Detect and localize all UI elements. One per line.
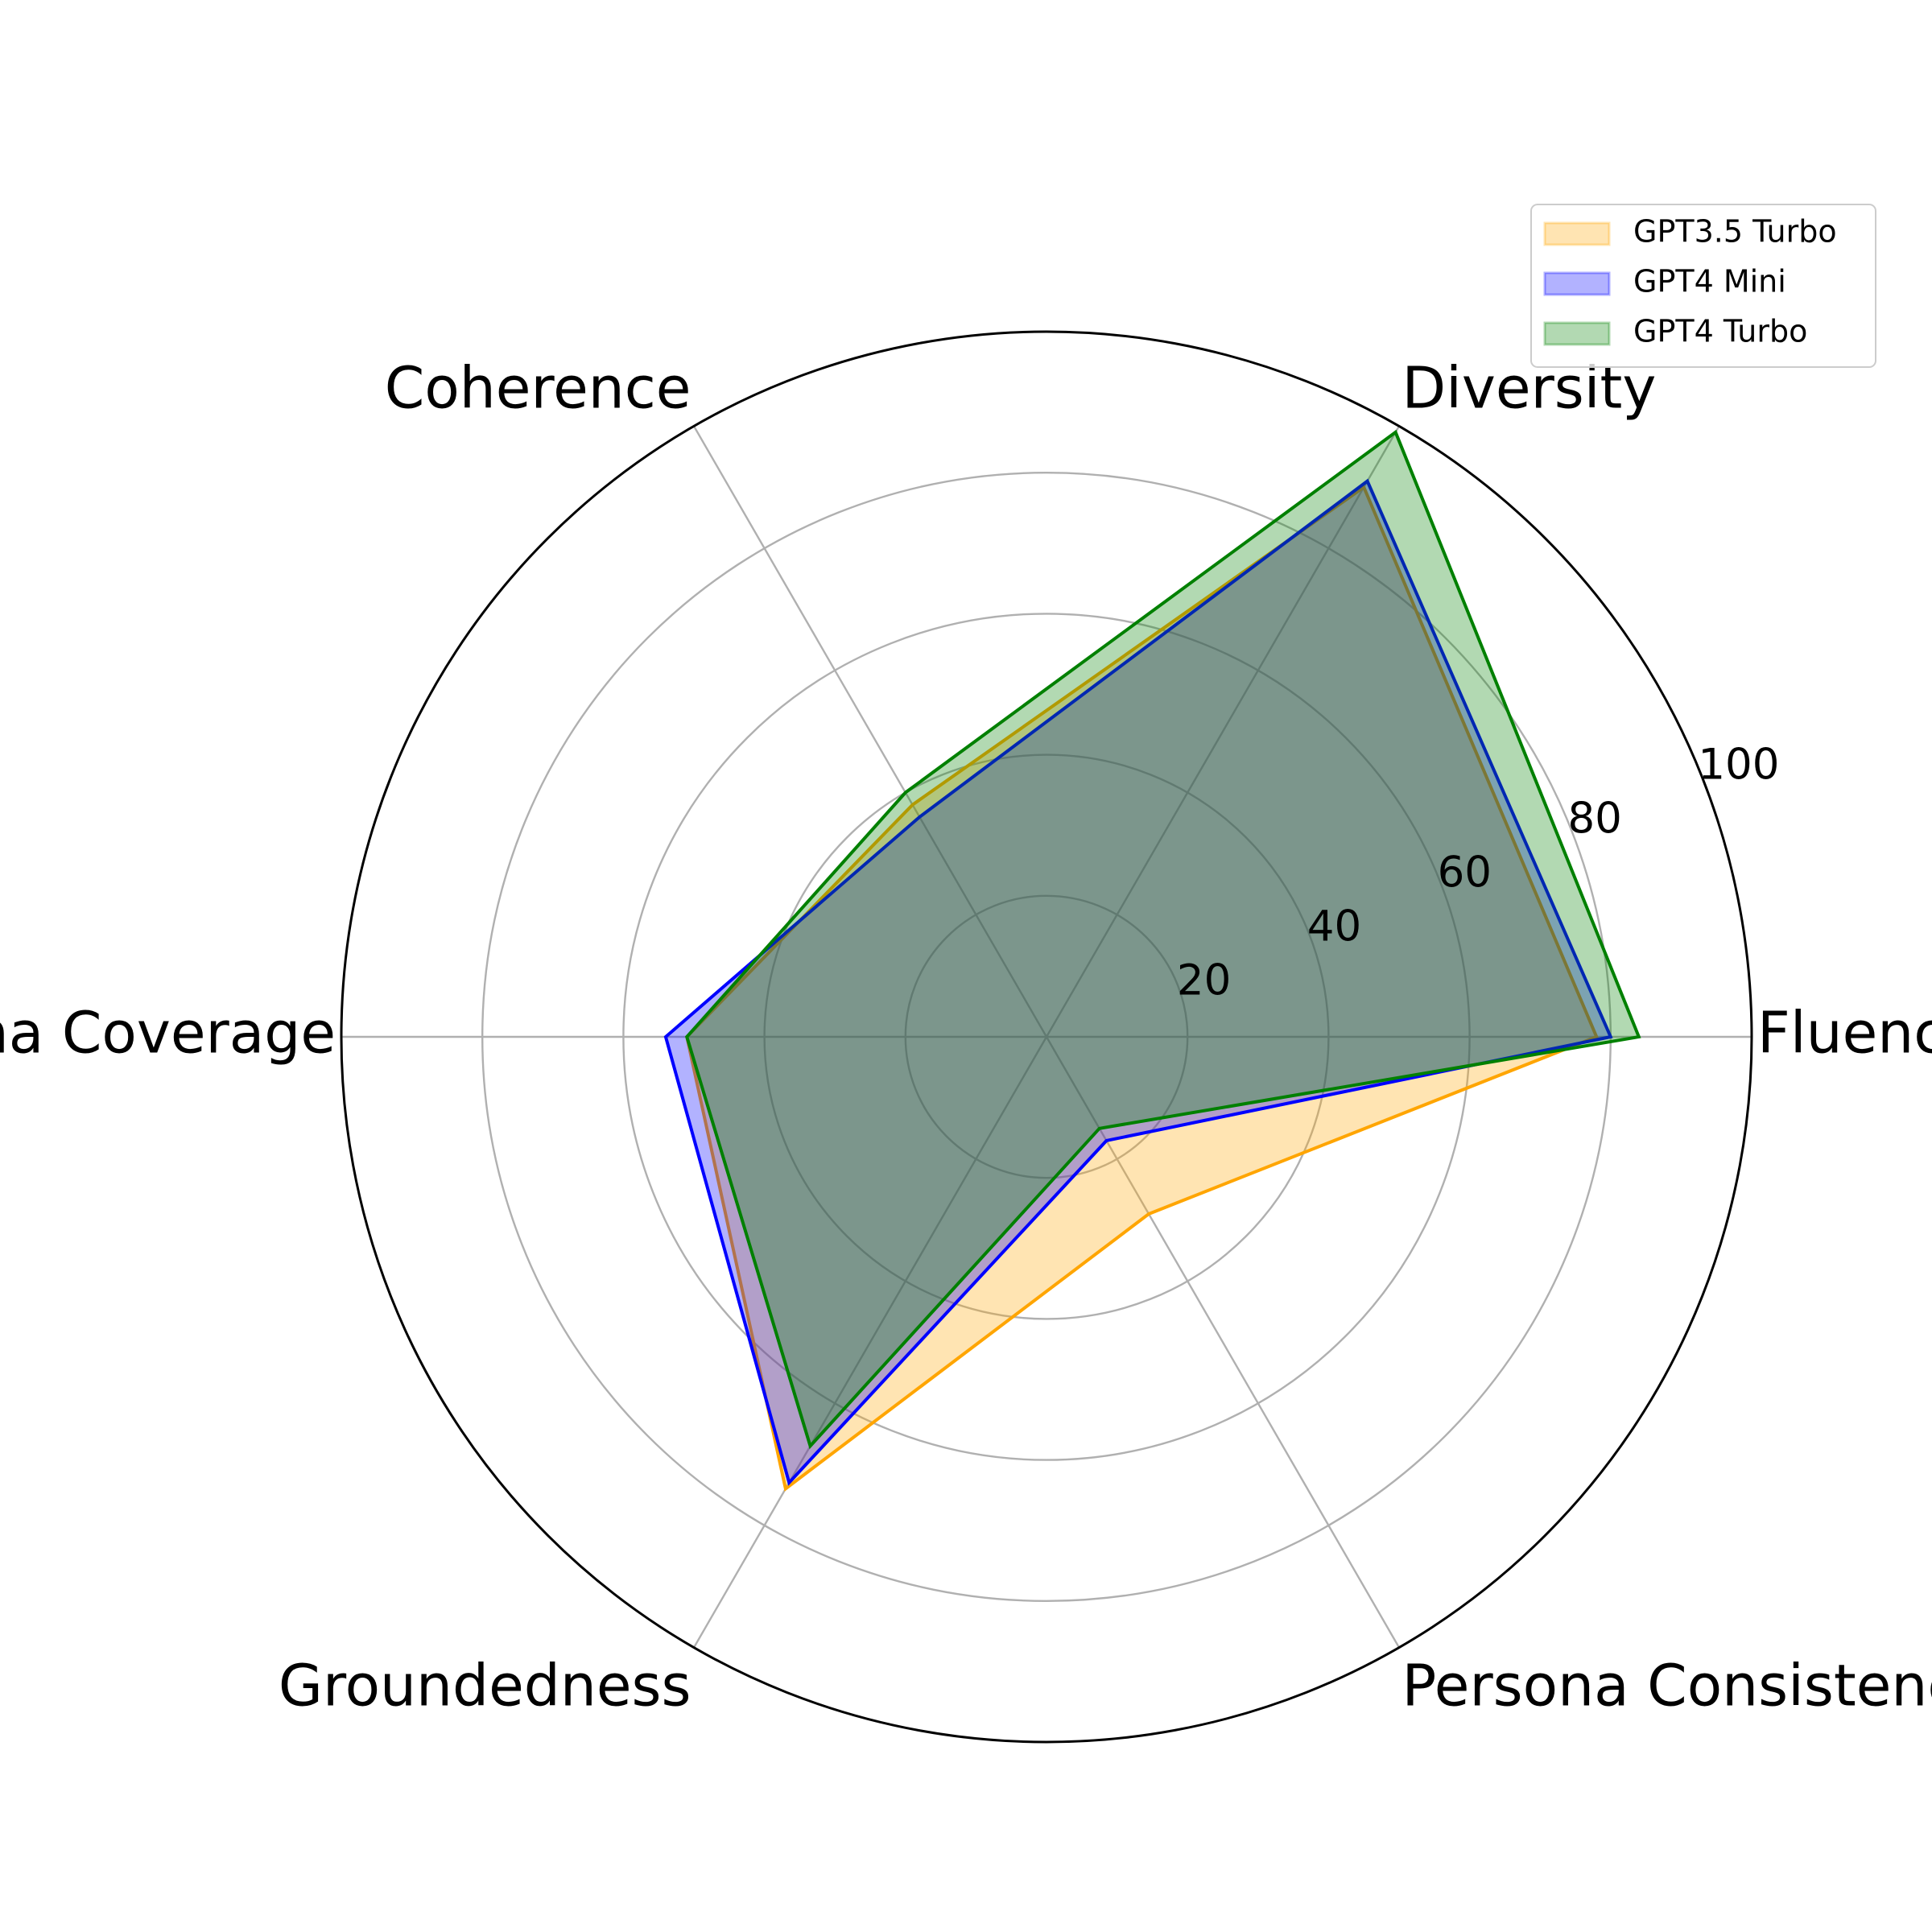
legend-label-gpt4-turbo: GPT4 Turbo xyxy=(1633,314,1807,349)
spoke-diversity xyxy=(1045,425,1401,1038)
tick-label-40: 40 xyxy=(1307,902,1361,952)
axis-label-fluency: Fluency xyxy=(1757,1000,1932,1067)
axis-label-coherence: Coherence xyxy=(385,354,691,421)
grid-ring-60 xyxy=(622,613,1471,1461)
series-line-gpt4-mini xyxy=(663,478,1613,1486)
axis-label-persona-coverage: Persona Coverage xyxy=(0,1000,336,1067)
outer-frame-circle xyxy=(340,330,1753,1744)
radial-tick-labels: 20 40 60 80 100 xyxy=(1177,740,1780,1005)
series-fill-gpt4-mini xyxy=(665,481,1611,1483)
legend-label-gpt4-mini: GPT4 Mini xyxy=(1633,264,1786,299)
axis-label-persona-consistency: Persona Consistency xyxy=(1402,1653,1932,1719)
tick-label-60: 60 xyxy=(1438,848,1492,898)
series-fill-gpt3-5-turbo xyxy=(687,487,1597,1489)
series-layer xyxy=(663,429,1641,1492)
legend-swatch-gpt4-mini xyxy=(1543,271,1611,296)
axis-label-groundedness: Groundedness xyxy=(279,1653,691,1719)
series-fill-gpt4-turbo xyxy=(687,431,1639,1447)
tick-label-100: 100 xyxy=(1698,740,1779,789)
grid-ring-20 xyxy=(904,894,1189,1179)
spoke-groundedness xyxy=(692,1036,1048,1649)
legend: GPT3.5 Turbo GPT4 Mini GPT4 Turbo xyxy=(1530,204,1876,368)
polar-frame xyxy=(340,330,1753,1744)
spoke-coherence xyxy=(692,425,1048,1038)
spoke-persona-consistency xyxy=(1045,1036,1401,1649)
legend-label-gpt3-5-turbo: GPT3.5 Turbo xyxy=(1633,214,1837,250)
legend-box xyxy=(1530,204,1876,368)
grid-ring-40 xyxy=(763,753,1330,1320)
tick-label-20: 20 xyxy=(1177,956,1231,1005)
series-line-gpt4-turbo xyxy=(685,429,1641,1450)
polar-grid xyxy=(341,425,1752,1649)
legend-swatch-gpt4-turbo xyxy=(1543,321,1611,346)
legend-swatch-gpt3-5-turbo xyxy=(1543,221,1611,246)
tick-label-80: 80 xyxy=(1567,794,1621,843)
